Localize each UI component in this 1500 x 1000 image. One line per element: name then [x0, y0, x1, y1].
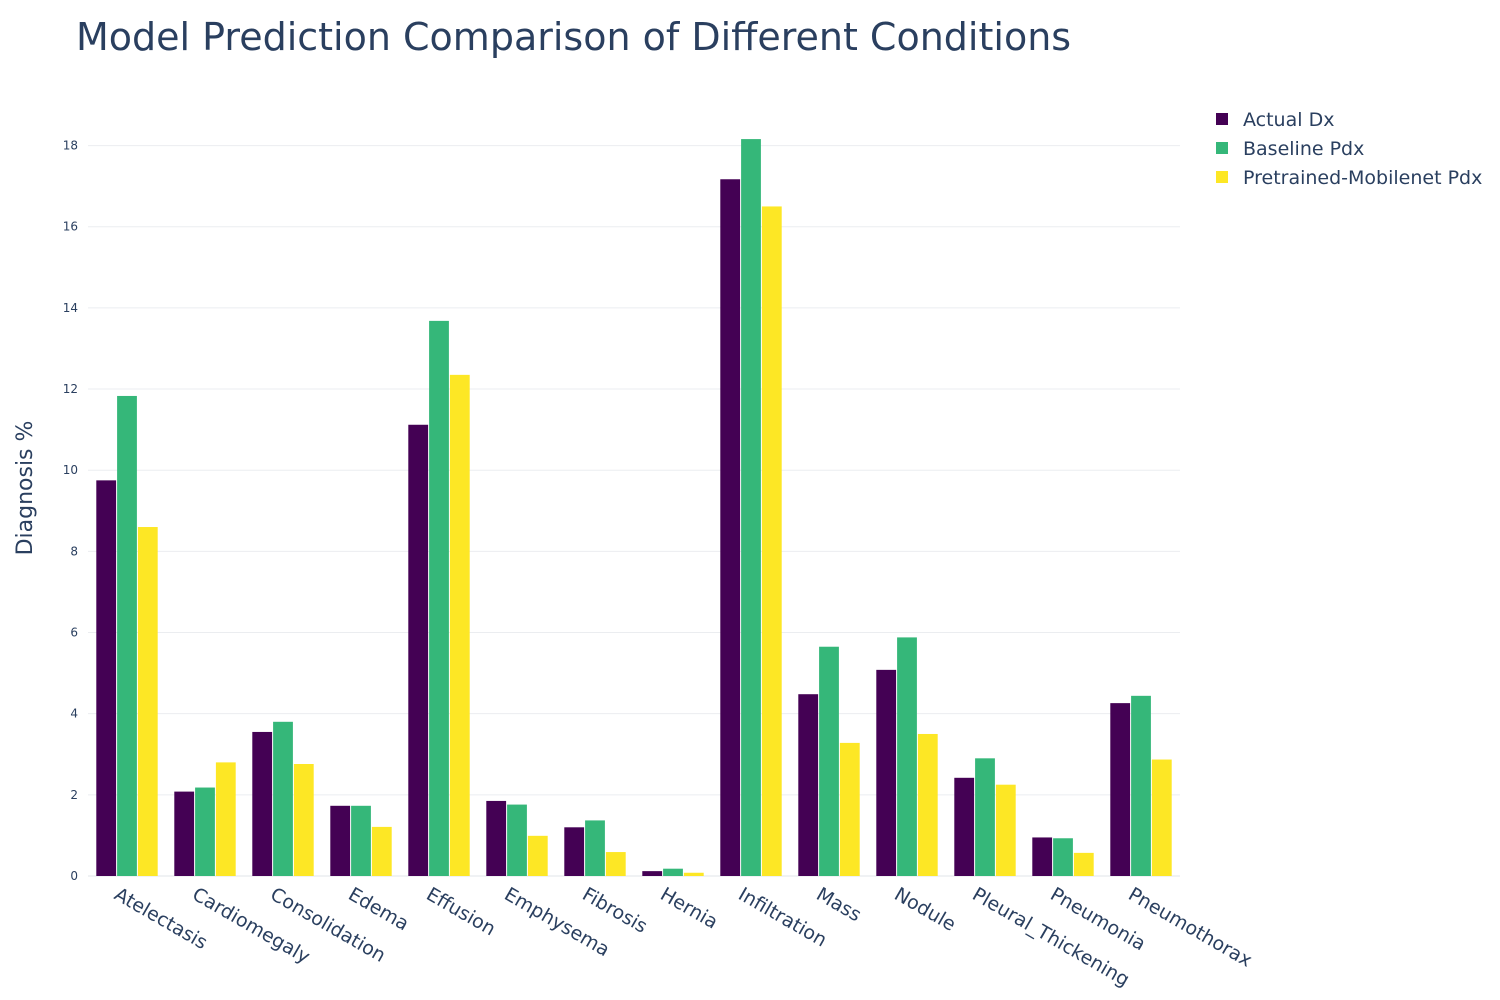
x-axis-ticks: AtelectasisCardiomegalyConsolidationEdem…	[111, 883, 1256, 991]
legend-swatch[interactable]	[1216, 171, 1228, 183]
y-tick-label: 0	[70, 869, 78, 883]
x-tick-label: Infiltration	[735, 883, 831, 951]
bar-effusion-2[interactable]	[449, 374, 470, 876]
x-tick-label: Nodule	[891, 883, 960, 936]
bar-pleural_thickening-2[interactable]	[995, 784, 1016, 876]
y-tick-label: 2	[70, 788, 78, 802]
bar-consolidation-1[interactable]	[273, 721, 293, 876]
bar-emphysema-2[interactable]	[527, 835, 548, 876]
bar-mass-0[interactable]	[798, 694, 819, 876]
bar-pneumonia-0[interactable]	[1032, 837, 1053, 876]
y-tick-label: 6	[70, 626, 78, 640]
bars	[96, 139, 1172, 877]
x-tick-label: Pneumothorax	[1125, 883, 1256, 971]
y-axis-label: Diagnosis %	[13, 421, 38, 556]
y-tick-label: 8	[70, 544, 78, 558]
legend-label[interactable]: Pretrained-Mobilenet Pdx	[1243, 167, 1482, 189]
bar-atelectasis-2[interactable]	[137, 527, 158, 876]
chart-title: Model Prediction Comparison of Different…	[76, 15, 1071, 59]
bar-mass-2[interactable]	[839, 742, 860, 876]
bar-cardiomegaly-1[interactable]	[195, 787, 215, 876]
bar-infiltration-0[interactable]	[720, 179, 741, 877]
legend-swatch[interactable]	[1216, 113, 1228, 125]
legend-label[interactable]: Baseline Pdx	[1243, 138, 1364, 160]
bar-nodule-1[interactable]	[897, 637, 917, 876]
bar-effusion-0[interactable]	[408, 424, 429, 876]
bar-pneumothorax-0[interactable]	[1110, 703, 1131, 876]
bar-edema-1[interactable]	[351, 805, 371, 876]
bar-nodule-0[interactable]	[876, 669, 897, 876]
bar-pleural_thickening-1[interactable]	[975, 758, 995, 876]
bar-cardiomegaly-2[interactable]	[215, 762, 236, 876]
bar-atelectasis-0[interactable]	[96, 480, 117, 876]
bar-edema-0[interactable]	[330, 805, 351, 876]
bar-infiltration-1[interactable]	[741, 139, 761, 877]
y-tick-label: 16	[63, 220, 78, 234]
bar-consolidation-0[interactable]	[252, 731, 273, 876]
bar-hernia-0[interactable]	[642, 871, 663, 876]
bar-infiltration-2[interactable]	[761, 206, 782, 876]
bar-atelectasis-1[interactable]	[117, 395, 137, 876]
bar-pneumothorax-1[interactable]	[1131, 695, 1151, 876]
y-tick-label: 12	[63, 382, 78, 396]
bar-hernia-2[interactable]	[683, 872, 704, 876]
y-tick-label: 4	[70, 707, 78, 721]
legend-swatch[interactable]	[1216, 142, 1228, 154]
bar-cardiomegaly-0[interactable]	[174, 791, 195, 876]
bar-edema-2[interactable]	[371, 826, 392, 876]
bar-pneumonia-2[interactable]	[1073, 852, 1094, 876]
y-tick-label: 10	[63, 463, 78, 477]
bar-hernia-1[interactable]	[663, 868, 683, 876]
bar-effusion-1[interactable]	[429, 320, 449, 876]
y-tick-label: 18	[63, 139, 78, 153]
bar-fibrosis-1[interactable]	[585, 820, 605, 876]
bar-consolidation-2[interactable]	[293, 764, 314, 876]
x-tick-label: Effusion	[423, 883, 500, 940]
bar-pneumonia-1[interactable]	[1053, 838, 1073, 876]
legend-label[interactable]: Actual Dx	[1243, 109, 1334, 131]
legend[interactable]: Actual Dx Baseline Pdx Pretrained-Mobilene…	[1216, 109, 1482, 189]
bar-pneumothorax-2[interactable]	[1151, 759, 1172, 876]
y-axis-ticks: 0 2 4 6 8 10 12 14 16 18	[63, 139, 78, 883]
bar-emphysema-1[interactable]	[507, 804, 527, 876]
y-tick-label: 14	[63, 301, 78, 315]
bar-fibrosis-2[interactable]	[605, 852, 626, 876]
bar-fibrosis-0[interactable]	[564, 827, 585, 876]
bar-nodule-2[interactable]	[917, 733, 938, 876]
bar-mass-1[interactable]	[819, 646, 839, 876]
x-tick-label: Hernia	[657, 883, 722, 933]
bar-emphysema-0[interactable]	[486, 800, 507, 876]
x-tick-label: Mass	[813, 883, 865, 926]
bar-pleural_thickening-0[interactable]	[954, 777, 975, 876]
grid-lines	[88, 145, 1180, 877]
